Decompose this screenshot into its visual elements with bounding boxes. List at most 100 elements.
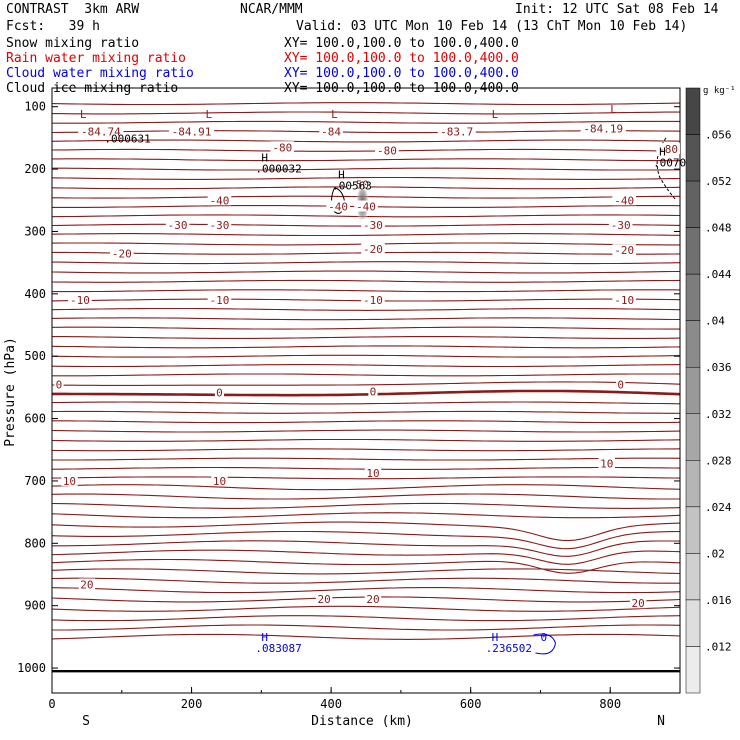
extremum-marker: H (338, 168, 345, 181)
plot-border (51, 87, 681, 694)
isotherm-label: -20 (363, 243, 383, 256)
model-title: CONTRAST 3km ARW (6, 2, 140, 17)
isotherm-label: 10 (213, 475, 226, 488)
isotherm-line (51, 512, 681, 519)
isotherm-line (52, 111, 680, 115)
isotherm-line (51, 307, 681, 311)
isotherm-label: -10 (210, 294, 230, 307)
isotherm-line (51, 429, 681, 433)
isotherm-line (52, 420, 681, 424)
extremum-marker: L (492, 108, 499, 121)
isotherm-label: 0 (56, 378, 63, 391)
isotherm-line (51, 577, 680, 584)
label-mask (165, 219, 190, 231)
temperature-contours (51, 102, 681, 640)
colorbar-tick-label: .028 (705, 454, 732, 467)
isotherm-label: 20 (80, 578, 93, 591)
y-tick-label: 900 (24, 599, 46, 613)
org-label: NCAR/MMM (240, 2, 303, 17)
isotherm-label: -20 (112, 247, 132, 260)
isotherm-label: -80 (272, 141, 292, 154)
isotherm-label: 10 (366, 467, 379, 480)
isotherm-line (51, 176, 681, 180)
label-mask (656, 143, 680, 155)
colorbar-unit: g kg⁻¹ (703, 86, 736, 96)
snow-contour (331, 187, 346, 214)
label-mask (354, 200, 378, 212)
isotherm-line (51, 233, 680, 237)
field-name-snow: Snow mixing ratio (6, 36, 140, 51)
label-mask (109, 247, 134, 259)
y-tick-label: 700 (24, 474, 46, 488)
label-mask (361, 294, 385, 306)
isotherm-line (51, 438, 681, 442)
y-tick-label: 200 (24, 162, 46, 176)
label-mask (319, 125, 343, 137)
colorbar-segment (685, 413, 701, 461)
colorbar-tick-label: .044 (705, 268, 732, 281)
y-tick-label: 100 (24, 100, 46, 114)
contour-labels: -84.74 -84.91-80 -80-84 -83.7 -84.19-80-50-4… (54, 103, 686, 655)
axis-ticks: 0 200 400 600 800100200300400500600700800900… (17, 100, 680, 711)
isotherm-line (51, 448, 681, 452)
isotherm-label: -84 (321, 126, 341, 139)
colorbar-segment (685, 366, 701, 415)
isotherm-line (52, 373, 681, 377)
label-mask (168, 125, 215, 137)
isotherm-line (51, 558, 681, 574)
label-mask (214, 386, 225, 398)
isotherm-line (51, 568, 681, 575)
cloud-water-contour (533, 633, 556, 655)
x-tick-label: 200 (181, 697, 203, 711)
colorbar-tick-label: .036 (705, 361, 732, 374)
isotherm-line (52, 158, 680, 162)
y-tick-label: 400 (24, 287, 46, 301)
isotherm-line (52, 389, 681, 397)
field-name-cloud-water: Cloud water mixing ratio (6, 66, 194, 81)
label-mask (270, 141, 295, 153)
y-tick-label: 500 (24, 349, 46, 363)
isotherm-label: -80 (658, 143, 678, 156)
extremum-marker: L (206, 108, 213, 121)
field-value-label: .000631 (104, 132, 150, 145)
label-mask (361, 242, 385, 254)
isotherm-label: -84.19 (583, 123, 623, 136)
colorbar-segment (685, 134, 701, 182)
isotherm-label: 10 (63, 475, 76, 488)
isotherm-label: 0 (370, 386, 377, 399)
colorbar-tick-label: .048 (705, 222, 732, 235)
x-end-right: N (657, 714, 665, 729)
isotherm-line (52, 624, 681, 631)
isotherm-line (51, 139, 681, 143)
isotherm-label: -84.91 (172, 126, 212, 139)
field-xy-cloud-water: XY= 100.0,100.0 to 100.0,400.0 (284, 66, 519, 81)
isotherm-line (51, 130, 681, 134)
isotherm-line (51, 633, 681, 640)
isotherm-line (52, 261, 681, 265)
x-tick-label: 0 (48, 697, 55, 711)
extremum-value: .000032 (255, 163, 301, 176)
isotherm-line (51, 364, 681, 368)
label-mask (207, 194, 232, 206)
isotherm-line (51, 484, 681, 491)
isotherm-line (52, 326, 680, 330)
isotherm-label: -30 (363, 219, 383, 232)
isotherm-label: 20 (632, 597, 645, 610)
isotherm-label: -30 (168, 219, 188, 232)
isotherm-line (51, 615, 681, 622)
extremum-value: .236502 (486, 642, 532, 655)
colorbar-segment (685, 460, 701, 508)
colorbar-tick-label: .032 (705, 408, 732, 421)
colorbar: .056 .052 .048 .044 .04 .036 .032 .028 .024 .02 .0… (685, 87, 732, 694)
colorbar-tick-label: .012 (705, 640, 732, 653)
colorbar-segment (685, 599, 701, 647)
isotherm-label: -10 (363, 294, 383, 307)
extremum-marker: L (80, 108, 87, 121)
isotherm-line (51, 502, 681, 509)
y-axis-label: Pressure (hPa) (3, 337, 18, 447)
isotherm-label: -40 (210, 194, 230, 207)
extremum-marker: L (610, 103, 617, 116)
label-mask (326, 200, 350, 212)
label-mask (61, 474, 78, 486)
isotherm-label: -30 (611, 219, 631, 232)
